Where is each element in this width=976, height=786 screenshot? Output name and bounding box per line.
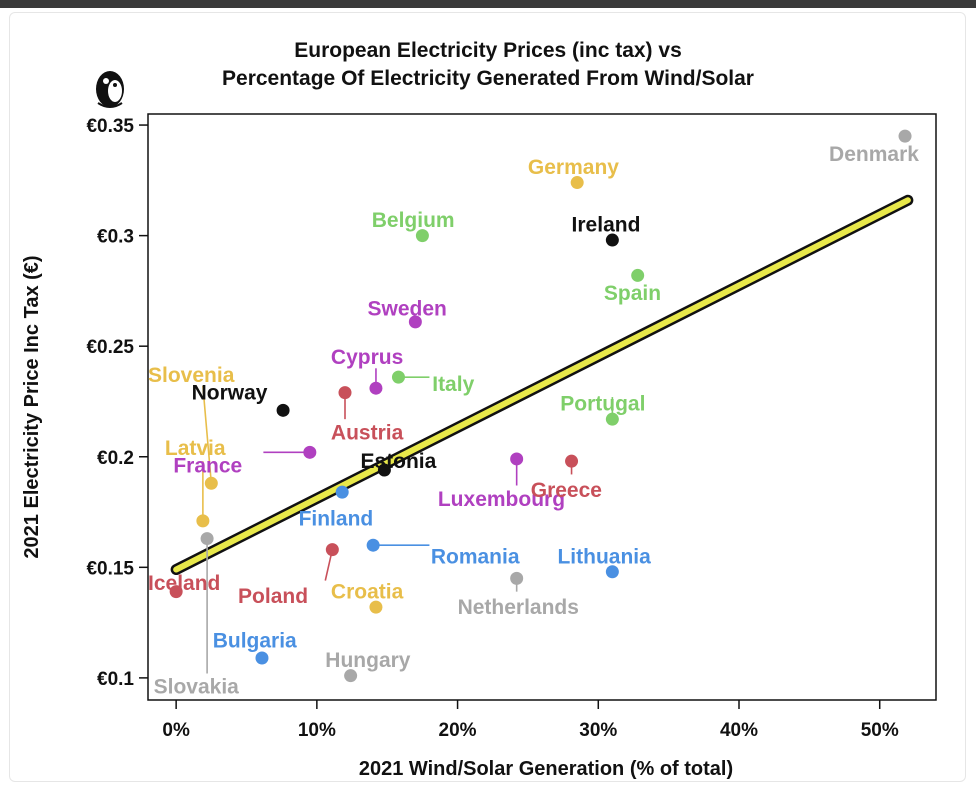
chart-title-line-1: European Electricity Prices (inc tax) vs <box>294 39 682 62</box>
point-romania <box>366 538 380 552</box>
point-poland <box>325 543 339 557</box>
x-tick-label: 10% <box>298 720 336 741</box>
label-spain: Spain <box>604 282 661 305</box>
label-estonia: Estonia <box>360 450 436 473</box>
y-axis-label: 2021 Electricity Price Inc Tax (€) <box>21 255 43 558</box>
y-tick-label: €0.35 <box>86 116 134 137</box>
logo-icon <box>96 71 124 108</box>
point-norway <box>276 403 290 417</box>
label-cyprus: Cyprus <box>331 346 403 369</box>
point-greece <box>565 454 579 468</box>
point-estonia <box>377 463 391 477</box>
label-norway: Norway <box>192 382 268 405</box>
point-slovakia <box>200 532 214 546</box>
label-belgium: Belgium <box>372 209 455 232</box>
trendline-fill <box>173 197 911 573</box>
point-sweden <box>408 315 422 329</box>
point-cyprus <box>369 381 383 395</box>
connector-slovenia <box>202 385 213 484</box>
point-denmark <box>898 129 912 143</box>
point-ireland <box>605 233 619 247</box>
x-tick-label: 30% <box>579 720 617 741</box>
data-points <box>169 129 912 683</box>
x-tick-label: 0% <box>162 720 190 741</box>
label-latvia: Latvia <box>165 437 226 460</box>
point-finland <box>335 485 349 499</box>
x-tick-label: 40% <box>720 720 758 741</box>
label-iceland: Iceland <box>148 572 220 595</box>
label-slovakia: Slovakia <box>154 676 240 699</box>
label-romania: Romania <box>431 545 520 568</box>
label-france: France <box>173 455 242 478</box>
y-tick-label: €0.15 <box>86 558 134 579</box>
point-latvia <box>196 514 210 528</box>
point-slovenia <box>204 476 218 490</box>
label-slovenia: Slovenia <box>148 364 235 387</box>
label-luxembourg: Luxembourg <box>438 488 565 511</box>
label-denmark: Denmark <box>829 143 919 166</box>
point-labels: Denmark Germany Ireland Belgium Spain Sweden C… <box>148 143 919 699</box>
label-bulgaria: Bulgaria <box>213 629 297 652</box>
label-hungary: Hungary <box>325 649 411 672</box>
y-tick-label: €0.2 <box>97 448 134 469</box>
label-lithuania: Lithuania <box>557 545 651 568</box>
point-lithuania <box>605 565 619 579</box>
point-germany <box>570 176 584 190</box>
trendline <box>170 194 914 576</box>
x-tick-label: 50% <box>861 720 899 741</box>
point-croatia <box>369 600 383 614</box>
point-iceland <box>169 585 183 599</box>
label-netherlands: Netherlands <box>458 596 579 619</box>
y-tick-label: €0.3 <box>97 227 134 248</box>
point-netherlands <box>510 571 524 585</box>
label-germany: Germany <box>528 156 619 179</box>
point-portugal <box>605 412 619 426</box>
point-luxembourg <box>510 452 524 466</box>
label-greece: Greece <box>531 479 602 502</box>
point-bulgaria <box>255 651 269 665</box>
point-spain <box>631 268 645 282</box>
x-axis: 0% 10% 20% 30% 40% 50% <box>162 700 899 741</box>
label-portugal: Portugal <box>560 393 645 416</box>
y-axis: €0.1 €0.15 €0.2 €0.25 €0.3 €0.35 <box>86 116 148 690</box>
label-austria: Austria <box>331 421 404 444</box>
label-ireland: Ireland <box>572 214 641 237</box>
label-croatia: Croatia <box>331 581 404 604</box>
chart-title: European Electricity Prices (inc tax) vs… <box>222 39 754 90</box>
point-hungary <box>344 669 358 683</box>
chart-card: European Electricity Prices (inc tax) vs… <box>9 12 966 782</box>
label-sweden: Sweden <box>368 298 447 321</box>
label-italy: Italy <box>432 373 474 396</box>
point-italy <box>391 370 405 384</box>
point-austria <box>338 386 352 400</box>
x-axis-label: 2021 Wind/Solar Generation (% of total) <box>359 758 733 780</box>
plot-area <box>147 113 937 701</box>
label-finland: Finland <box>299 508 374 531</box>
point-france <box>303 445 317 459</box>
chart-title-line-2: Percentage Of Electricity Generated From… <box>222 67 754 90</box>
label-poland: Poland <box>238 585 308 608</box>
y-tick-label: €0.1 <box>97 669 134 690</box>
point-belgium <box>415 229 429 243</box>
x-tick-label: 20% <box>439 720 477 741</box>
top-bar <box>0 0 976 8</box>
scatter-chart: European Electricity Prices (inc tax) vs… <box>21 39 937 780</box>
y-tick-label: €0.25 <box>86 337 134 358</box>
